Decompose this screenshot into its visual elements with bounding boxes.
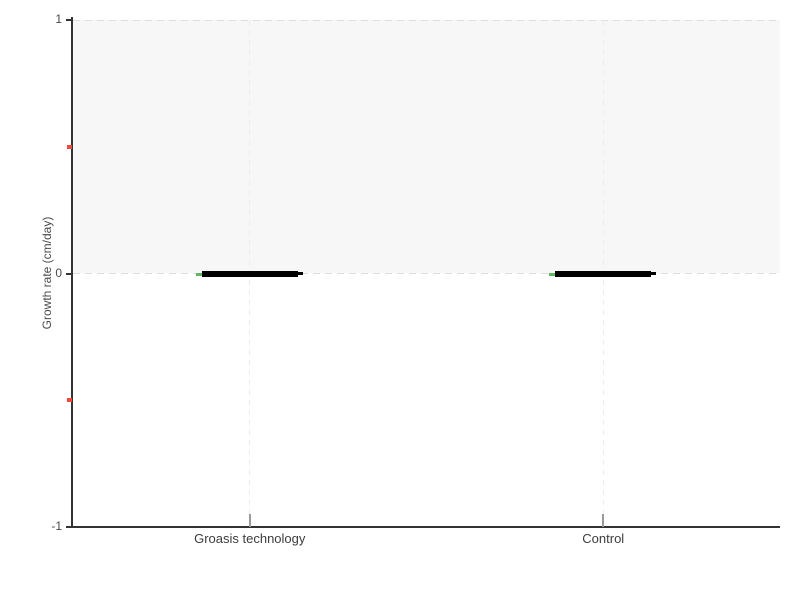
y-axis-line: [71, 17, 73, 528]
x-axis-tick: [248, 514, 251, 527]
x-axis-line: [68, 526, 780, 528]
bar-right-end-tick: [651, 272, 657, 275]
gridline-y-0: [73, 273, 780, 274]
x-axis-tick: [602, 514, 605, 527]
y-axis-minor-tick: [67, 144, 72, 149]
x-axis-category-label: Control: [582, 531, 625, 546]
y-axis-tick: [66, 19, 72, 21]
bar-right-end-tick: [297, 272, 303, 275]
shaded-band-0-to-1: [73, 20, 780, 273]
bar-left-end-tick: [549, 272, 556, 276]
x-axis-category-label: Groasis technology: [194, 531, 306, 546]
y-axis-minor-tick: [67, 398, 72, 403]
data-bar: [201, 270, 298, 277]
y-axis-tick-label: -1: [51, 519, 62, 533]
gridline-y-1: [73, 20, 780, 21]
data-bar: [555, 270, 652, 277]
bar-left-end-tick: [195, 272, 202, 276]
y-axis-tick: [66, 272, 72, 275]
y-axis-tick-label: 0: [55, 265, 62, 280]
y-axis-tick: [66, 526, 72, 528]
y-axis-tick-label: 1: [55, 12, 62, 26]
